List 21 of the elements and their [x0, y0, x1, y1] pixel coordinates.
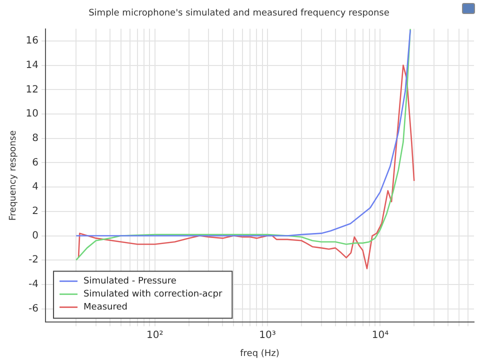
y-tick-label: 16 — [26, 36, 39, 47]
y-tick-label: 4 — [32, 182, 39, 193]
legend-label: Measured — [84, 302, 128, 313]
y-tick-label: 10 — [26, 108, 39, 120]
y-tick-label: 0 — [32, 230, 39, 242]
y-tick-label: -4 — [28, 279, 39, 290]
y-tick-label: -6 — [28, 303, 39, 314]
x-tick-label: 10⁴ — [372, 330, 389, 341]
y-axis-title: Frequency response — [8, 130, 19, 221]
chart-title: Simple microphone's simulated and measured frequency response — [88, 8, 390, 19]
legend-label: Simulated - Pressure — [84, 276, 177, 287]
y-tick-label: 12 — [26, 84, 39, 96]
y-tick-label: -2 — [28, 254, 39, 266]
x-tick-label: 10³ — [259, 330, 276, 341]
y-tick-label: 2 — [32, 206, 39, 218]
y-tick-label: 14 — [26, 60, 39, 71]
x-axis-title: freq (Hz) — [240, 348, 280, 359]
y-tick-label: 6 — [32, 157, 39, 168]
x-tick-label: 10² — [146, 330, 164, 341]
legend-label: Simulated with correction-acpr — [84, 290, 222, 300]
y-tick-label: 8 — [32, 132, 39, 144]
